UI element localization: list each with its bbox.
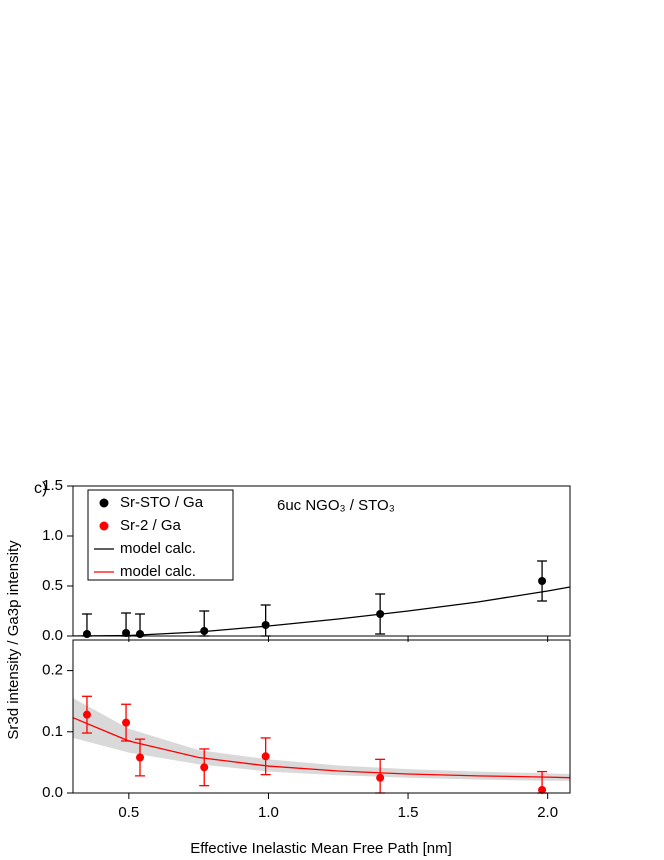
annotation: 6uc NGO₃ / STO₃: [277, 497, 395, 514]
legend-label: model calc.: [120, 563, 196, 580]
x-tick-label: 1.5: [398, 804, 419, 821]
data-point: [82, 710, 91, 719]
legend-marker: [99, 498, 109, 508]
data-point: [122, 718, 131, 727]
data-point: [261, 752, 270, 761]
y-tick-label: 1.0: [42, 527, 63, 544]
y-tick-label: 0.5: [42, 577, 63, 594]
y-tick-label: 0.0: [42, 627, 63, 644]
data-point: [136, 630, 145, 638]
panel-label: c): [34, 480, 47, 497]
data-point: [200, 763, 209, 772]
data-point: [376, 610, 385, 618]
y-tick-label: 0.1: [42, 723, 63, 740]
plot-area: [73, 586, 570, 636]
model-line: [73, 717, 570, 779]
x-tick-label: 0.5: [118, 804, 139, 821]
data-point: [376, 773, 385, 782]
y-tick-label: 0.0: [42, 784, 63, 801]
data-point: [136, 753, 145, 762]
legend-label: model calc.: [120, 540, 196, 557]
legend: Sr-STO / Ga Sr-2 / Ga model calc. model cal…: [87, 489, 234, 581]
legend-marker: [99, 521, 109, 531]
y-axis-label: Sr3d intensity / Ga3p intensity: [5, 540, 22, 740]
data-point: [200, 627, 209, 635]
x-axis-label: Effective Inelastic Mean Free Path [nm]: [190, 840, 452, 857]
data-point: [82, 630, 91, 638]
plot-frame: [72, 485, 571, 637]
data-point: [538, 785, 547, 794]
model-line: [73, 586, 570, 636]
y-tick-label: 1.5: [42, 477, 63, 494]
data-point: [538, 577, 547, 585]
plot-frame: [72, 639, 571, 794]
y-tick-label: 0.2: [42, 662, 63, 679]
confidence-band: [73, 698, 570, 781]
legend-label: Sr-2 / Ga: [120, 517, 182, 534]
legend-label: Sr-STO / Ga: [120, 494, 204, 511]
legend-box: [87, 489, 234, 581]
plot-area: [73, 698, 570, 781]
x-tick-label: 1.0: [258, 804, 279, 821]
data-point: [261, 621, 270, 629]
data-point: [122, 629, 131, 637]
x-tick-label: 2.0: [537, 804, 558, 821]
error-bar: [260, 604, 271, 637]
